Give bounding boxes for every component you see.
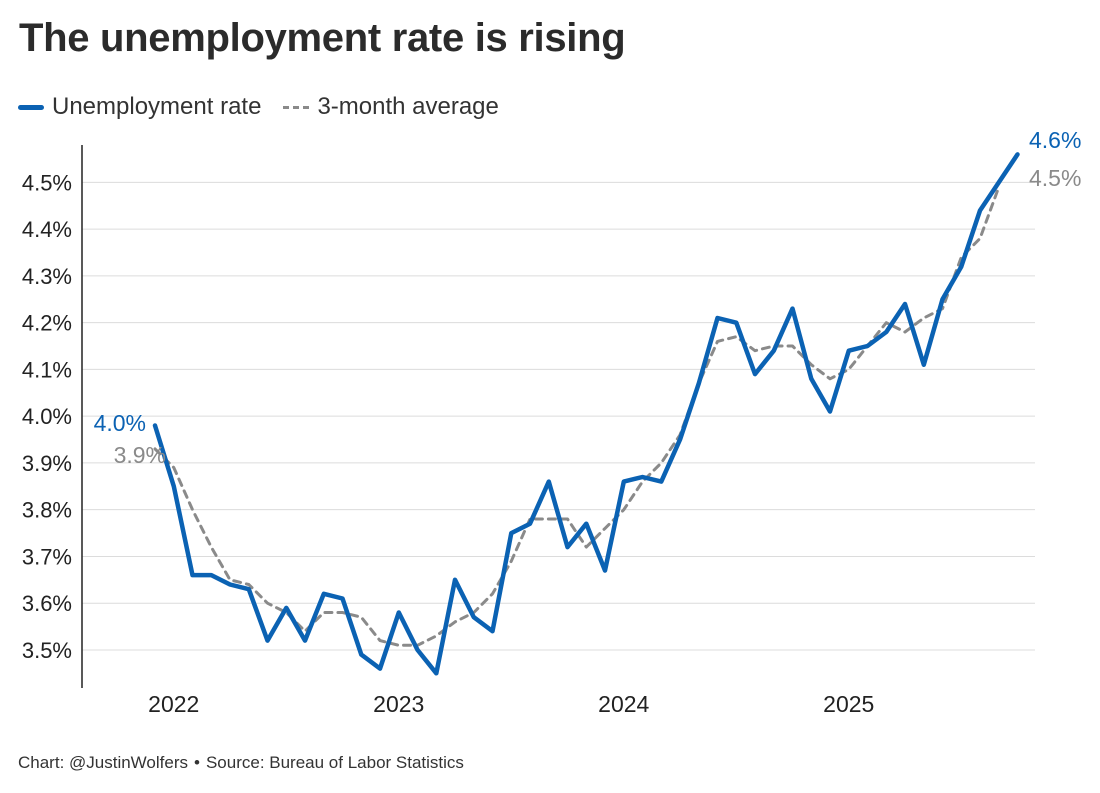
legend-item-rate: Unemployment rate <box>18 93 261 121</box>
series-start-label: 4.0% <box>94 410 146 436</box>
chart-title: The unemployment rate is rising <box>19 16 626 60</box>
three-month-average-line <box>153 185 1001 647</box>
legend-label-rate: Unemployment rate <box>52 93 262 120</box>
y-axis-ticks: 3.5% 3.6% 3.7% 3.8% 3.9% 4.0% 4.1% 4.2% 4.3% 4.4%… <box>22 170 72 663</box>
footer-chart-credit: Chart: @JustinWolfers <box>18 753 188 772</box>
y-tick-label: 4.2% <box>22 311 72 336</box>
y-tick-label: 3.8% <box>22 498 72 523</box>
series-end-labels: 4.0% 3.9% 4.6% 4.5% <box>94 127 1082 468</box>
footer-separator: • <box>194 753 200 772</box>
x-tick-label: 2024 <box>598 691 649 717</box>
series-start-label: 3.9% <box>114 442 166 468</box>
legend-swatch-average <box>283 105 310 109</box>
y-tick-label: 3.5% <box>22 638 72 663</box>
legend: Unemployment rate 3-month average <box>18 93 521 121</box>
y-tick-label: 3.6% <box>22 591 72 616</box>
y-tick-label: 4.3% <box>22 264 72 289</box>
y-tick-label: 4.0% <box>22 404 72 429</box>
legend-label-average: 3-month average <box>317 93 499 120</box>
x-axis-ticks: 2022 2023 2024 2025 <box>148 691 874 717</box>
y-tick-label: 4.5% <box>22 170 72 195</box>
series-lines <box>152 152 1020 676</box>
chart-footer: Chart: @JustinWolfers • Source: Bureau of … <box>18 753 464 773</box>
unemployment-rate-line <box>152 152 1020 676</box>
y-tick-label: 4.4% <box>22 217 72 242</box>
x-tick-label: 2023 <box>373 691 424 717</box>
legend-item-average: 3-month average <box>283 93 499 121</box>
x-tick-label: 2025 <box>823 691 874 717</box>
x-tick-label: 2022 <box>148 691 199 717</box>
gridlines <box>82 181 1035 651</box>
series-end-label: 4.5% <box>1029 165 1081 191</box>
y-tick-label: 3.9% <box>22 451 72 476</box>
y-tick-label: 4.1% <box>22 357 72 382</box>
footer-source: Source: Bureau of Labor Statistics <box>205 753 464 772</box>
y-tick-label: 3.7% <box>22 544 72 569</box>
legend-swatch-rate <box>18 104 44 110</box>
series-end-label: 4.6% <box>1029 127 1081 153</box>
